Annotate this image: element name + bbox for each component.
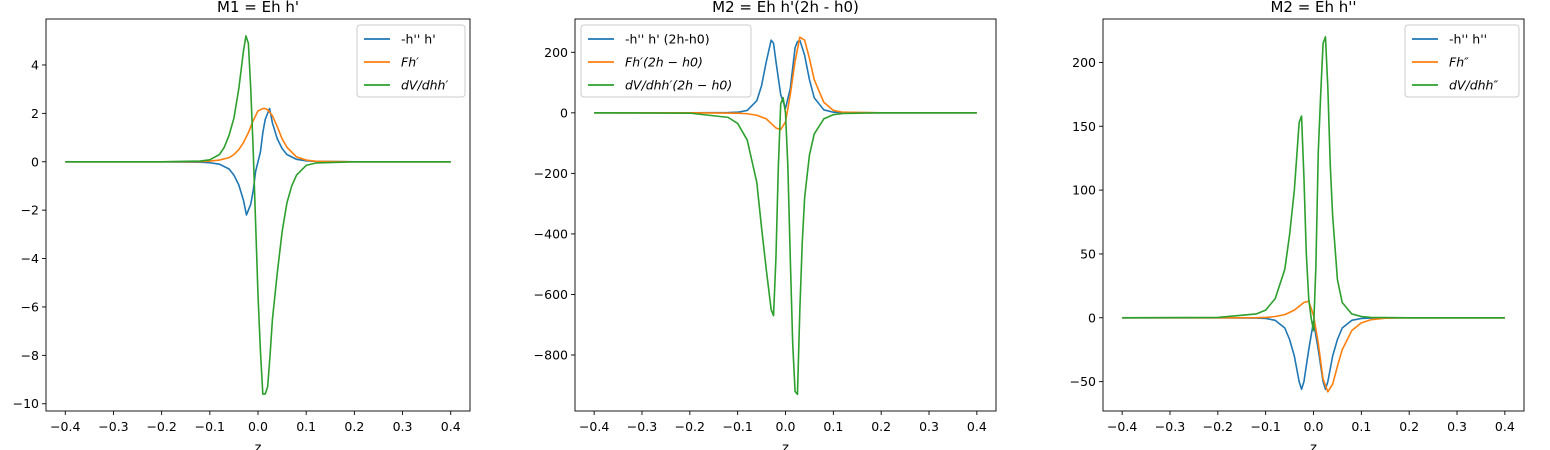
x-tick-label: −0.1 bbox=[722, 419, 752, 434]
y-tick-label: 0 bbox=[31, 154, 39, 169]
series-line-3 bbox=[65, 35, 451, 395]
chart-title: M2 = Eh h'(2h - h0) bbox=[712, 0, 859, 16]
legend: -h'' h' Fh′ dV/dhh′ bbox=[356, 24, 466, 98]
x-tick-label: −0.2 bbox=[146, 419, 176, 434]
x-tick-label: −0.4 bbox=[50, 419, 80, 434]
series-line-3 bbox=[1122, 36, 1505, 332]
legend-label: Fh″ bbox=[1449, 55, 1469, 70]
x-tick-label: −0.4 bbox=[1107, 419, 1137, 434]
y-tick-label: −200 bbox=[534, 166, 568, 181]
y-tick-label: 200 bbox=[544, 45, 568, 60]
x-tick-label: 0.3 bbox=[919, 419, 939, 434]
y-tick-label: −600 bbox=[534, 287, 568, 302]
legend-box bbox=[356, 24, 466, 98]
x-tick-label: −0.2 bbox=[675, 419, 705, 434]
x-tick-label: −0.3 bbox=[98, 419, 128, 434]
legend-label: dV/dhh″ bbox=[1449, 78, 1498, 93]
y-tick-label: −10 bbox=[13, 396, 39, 411]
y-tick-label: 50 bbox=[1080, 246, 1096, 261]
x-tick-label: −0.3 bbox=[1155, 419, 1185, 434]
x-tick-label: −0.4 bbox=[579, 419, 609, 434]
x-tick-label: 0.1 bbox=[1351, 419, 1371, 434]
series-line-1 bbox=[65, 107, 451, 216]
x-axis-label: z bbox=[255, 441, 262, 450]
x-tick-label: 0.2 bbox=[1399, 419, 1419, 434]
y-tick-label: −8 bbox=[21, 348, 39, 363]
x-tick-label: 0.0 bbox=[248, 419, 268, 434]
y-tick-label: 200 bbox=[1072, 55, 1096, 70]
chart-panel-3: −0.4 −0.3 −0.2 −0.1 0.0 0.1 0.2 0.3 0.4 −50 0 50 100… bbox=[1070, 0, 1525, 450]
x-tick-label: 0.3 bbox=[1447, 419, 1467, 434]
series-line-2 bbox=[594, 36, 977, 131]
y-tick-label: 100 bbox=[1072, 183, 1096, 198]
legend-label: -h'' h' (2h-h0) bbox=[625, 32, 710, 47]
x-tick-label: 0.0 bbox=[776, 419, 796, 434]
chart-panel-1: −0.4 −0.3 −0.2 −0.1 0.0 0.1 0.2 0.3 0.4 −10 −8 −6 −4… bbox=[13, 0, 471, 450]
x-tick-label: −0.1 bbox=[195, 419, 225, 434]
x-axis-label: z bbox=[782, 441, 789, 450]
y-tick-label: −800 bbox=[534, 348, 568, 363]
legend: -h'' h' (2h-h0) Fh′(2h − h0) dV/dhh′(2h − … bbox=[580, 24, 752, 98]
x-tick-label: −0.2 bbox=[1203, 419, 1233, 434]
x-tick-label: 0.2 bbox=[871, 419, 891, 434]
x-tick-label: 0.4 bbox=[441, 419, 461, 434]
x-tick-label: 0.3 bbox=[393, 419, 413, 434]
x-tick-label: 0.2 bbox=[344, 419, 364, 434]
legend-label: Fh′ bbox=[401, 55, 419, 70]
series-line-2 bbox=[65, 107, 451, 163]
legend-box bbox=[1404, 24, 1520, 98]
x-tick-label: 0.4 bbox=[967, 419, 987, 434]
x-tick-label: 0.1 bbox=[823, 419, 843, 434]
legend-label: Fh′(2h − h0) bbox=[625, 55, 703, 70]
chart-panel-2: −0.4 −0.3 −0.2 −0.1 0.0 0.1 0.2 0.3 0.4 −800 −600 −… bbox=[534, 0, 997, 450]
chart-title: M2 = Eh h'' bbox=[1270, 0, 1356, 16]
y-tick-label: 150 bbox=[1072, 119, 1096, 134]
y-tick-label: 2 bbox=[31, 106, 39, 121]
y-tick-label: 0 bbox=[560, 105, 568, 120]
y-tick-label: 0 bbox=[1088, 310, 1096, 325]
y-tick-label: −6 bbox=[21, 299, 39, 314]
x-tick-label: 0.4 bbox=[1495, 419, 1515, 434]
series-line-2 bbox=[1122, 300, 1505, 393]
legend-label: dV/dhh′ bbox=[401, 78, 448, 93]
x-tick-label: −0.1 bbox=[1250, 419, 1280, 434]
legend: -h'' h'' Fh″ dV/dhh″ bbox=[1404, 24, 1520, 98]
x-axis-label: z bbox=[1310, 441, 1317, 450]
chart-title: M1 = Eh h' bbox=[217, 0, 299, 16]
legend-label: -h'' h' bbox=[401, 32, 436, 47]
legend-label: -h'' h'' bbox=[1449, 32, 1487, 47]
series-line-3 bbox=[594, 96, 977, 396]
y-tick-label: −4 bbox=[21, 251, 39, 266]
y-tick-label: −400 bbox=[534, 226, 568, 241]
x-tick-label: 0.0 bbox=[1304, 419, 1324, 434]
x-tick-label: 0.1 bbox=[296, 419, 316, 434]
legend-label: dV/dhh′(2h − h0) bbox=[625, 78, 732, 93]
legend-box bbox=[580, 24, 752, 98]
y-tick-label: 4 bbox=[31, 57, 39, 72]
y-tick-label: −2 bbox=[21, 203, 39, 218]
y-tick-label: −50 bbox=[1070, 374, 1096, 389]
x-tick-label: −0.3 bbox=[627, 419, 657, 434]
